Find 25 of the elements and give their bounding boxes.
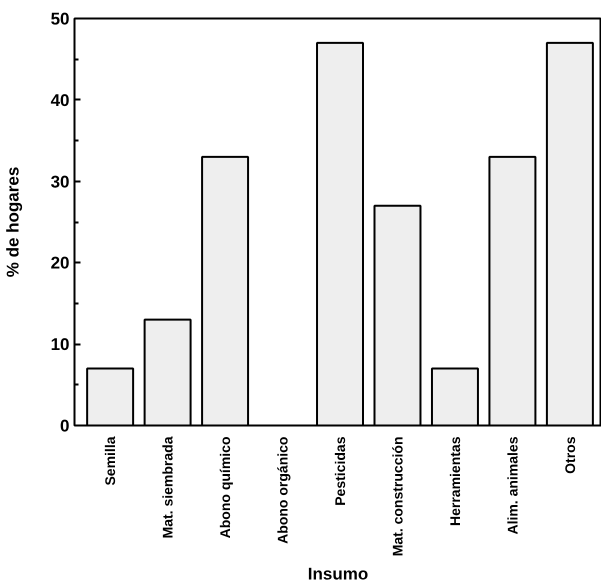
x-tick-label: Abono orgánico [274,436,291,544]
y-tick-label: 20 [50,254,70,273]
bar [488,156,536,426]
x-tick-label: Abono químico [217,436,234,538]
y-tick-label: 10 [50,335,70,354]
y-tick-label: 0 [60,416,70,436]
x-axis-title: Insumo [308,564,368,584]
bar [144,318,192,426]
x-tick-label: Pesticidas [332,436,348,506]
x-tick-label: Alim. animales [504,436,520,535]
bar [86,368,134,426]
x-tick-label: Herramientas [446,436,463,526]
x-tick-label: Semilla [102,436,118,486]
y-tick-label: 30 [50,172,70,192]
y-tick-label: 40 [50,90,70,110]
bar [546,42,594,426]
x-tick-label: Mat. siembrada [160,436,176,538]
bar [373,204,422,426]
x-tick-label: Otros [562,436,578,474]
x-tick-label: Mat. construcción [389,436,406,556]
bar [201,156,250,426]
bar [316,42,364,426]
bar [430,368,479,426]
y-tick-label: 50 [50,10,70,28]
y-axis-title: % de hogares [4,166,23,278]
